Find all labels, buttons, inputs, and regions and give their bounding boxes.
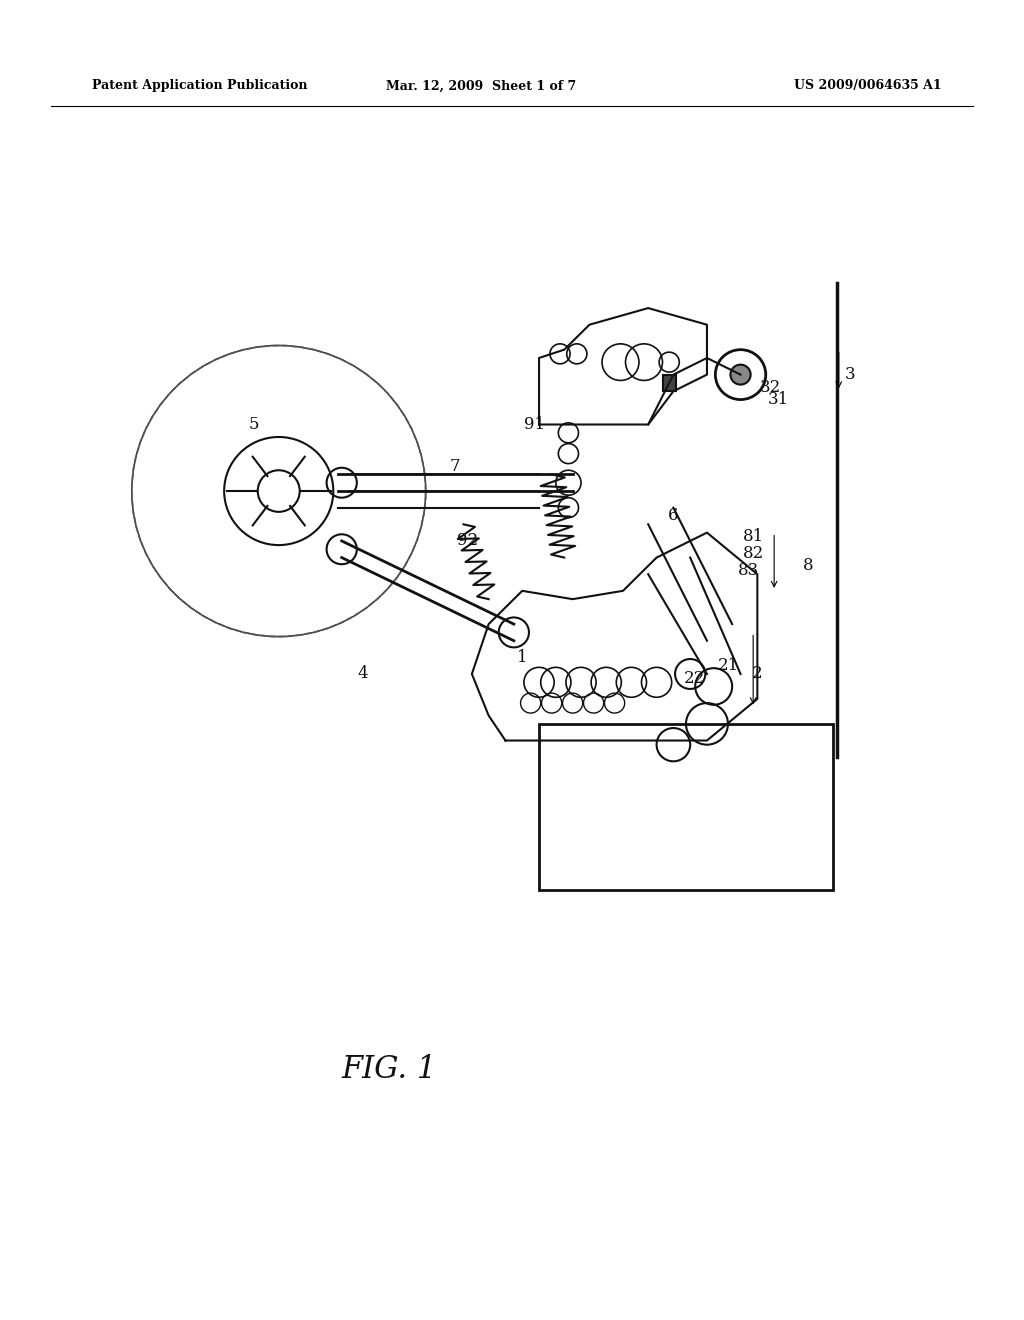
Text: US 2009/0064635 A1: US 2009/0064635 A1 xyxy=(795,79,942,92)
Text: 8: 8 xyxy=(803,557,813,574)
Bar xyxy=(539,723,833,890)
Text: 7: 7 xyxy=(450,458,461,475)
Text: 81: 81 xyxy=(742,528,764,545)
Text: 92: 92 xyxy=(457,532,478,549)
Text: 1: 1 xyxy=(517,649,527,665)
Ellipse shape xyxy=(258,470,300,512)
Text: 4: 4 xyxy=(357,665,368,682)
Text: 22: 22 xyxy=(684,669,705,686)
Text: 82: 82 xyxy=(742,545,764,562)
Text: 3: 3 xyxy=(845,366,855,383)
Text: 91: 91 xyxy=(524,416,546,433)
Text: 2: 2 xyxy=(752,665,763,682)
FancyBboxPatch shape xyxy=(664,375,676,391)
Text: 21: 21 xyxy=(718,657,738,675)
Text: FIG. 1: FIG. 1 xyxy=(341,1053,437,1085)
Text: 32: 32 xyxy=(760,379,780,396)
Text: 31: 31 xyxy=(768,391,788,408)
Text: 83: 83 xyxy=(738,561,760,578)
Text: 5: 5 xyxy=(248,416,259,433)
Text: Patent Application Publication: Patent Application Publication xyxy=(92,79,307,92)
Ellipse shape xyxy=(730,364,751,384)
Text: Mar. 12, 2009  Sheet 1 of 7: Mar. 12, 2009 Sheet 1 of 7 xyxy=(386,79,577,92)
Text: 6: 6 xyxy=(668,507,679,524)
